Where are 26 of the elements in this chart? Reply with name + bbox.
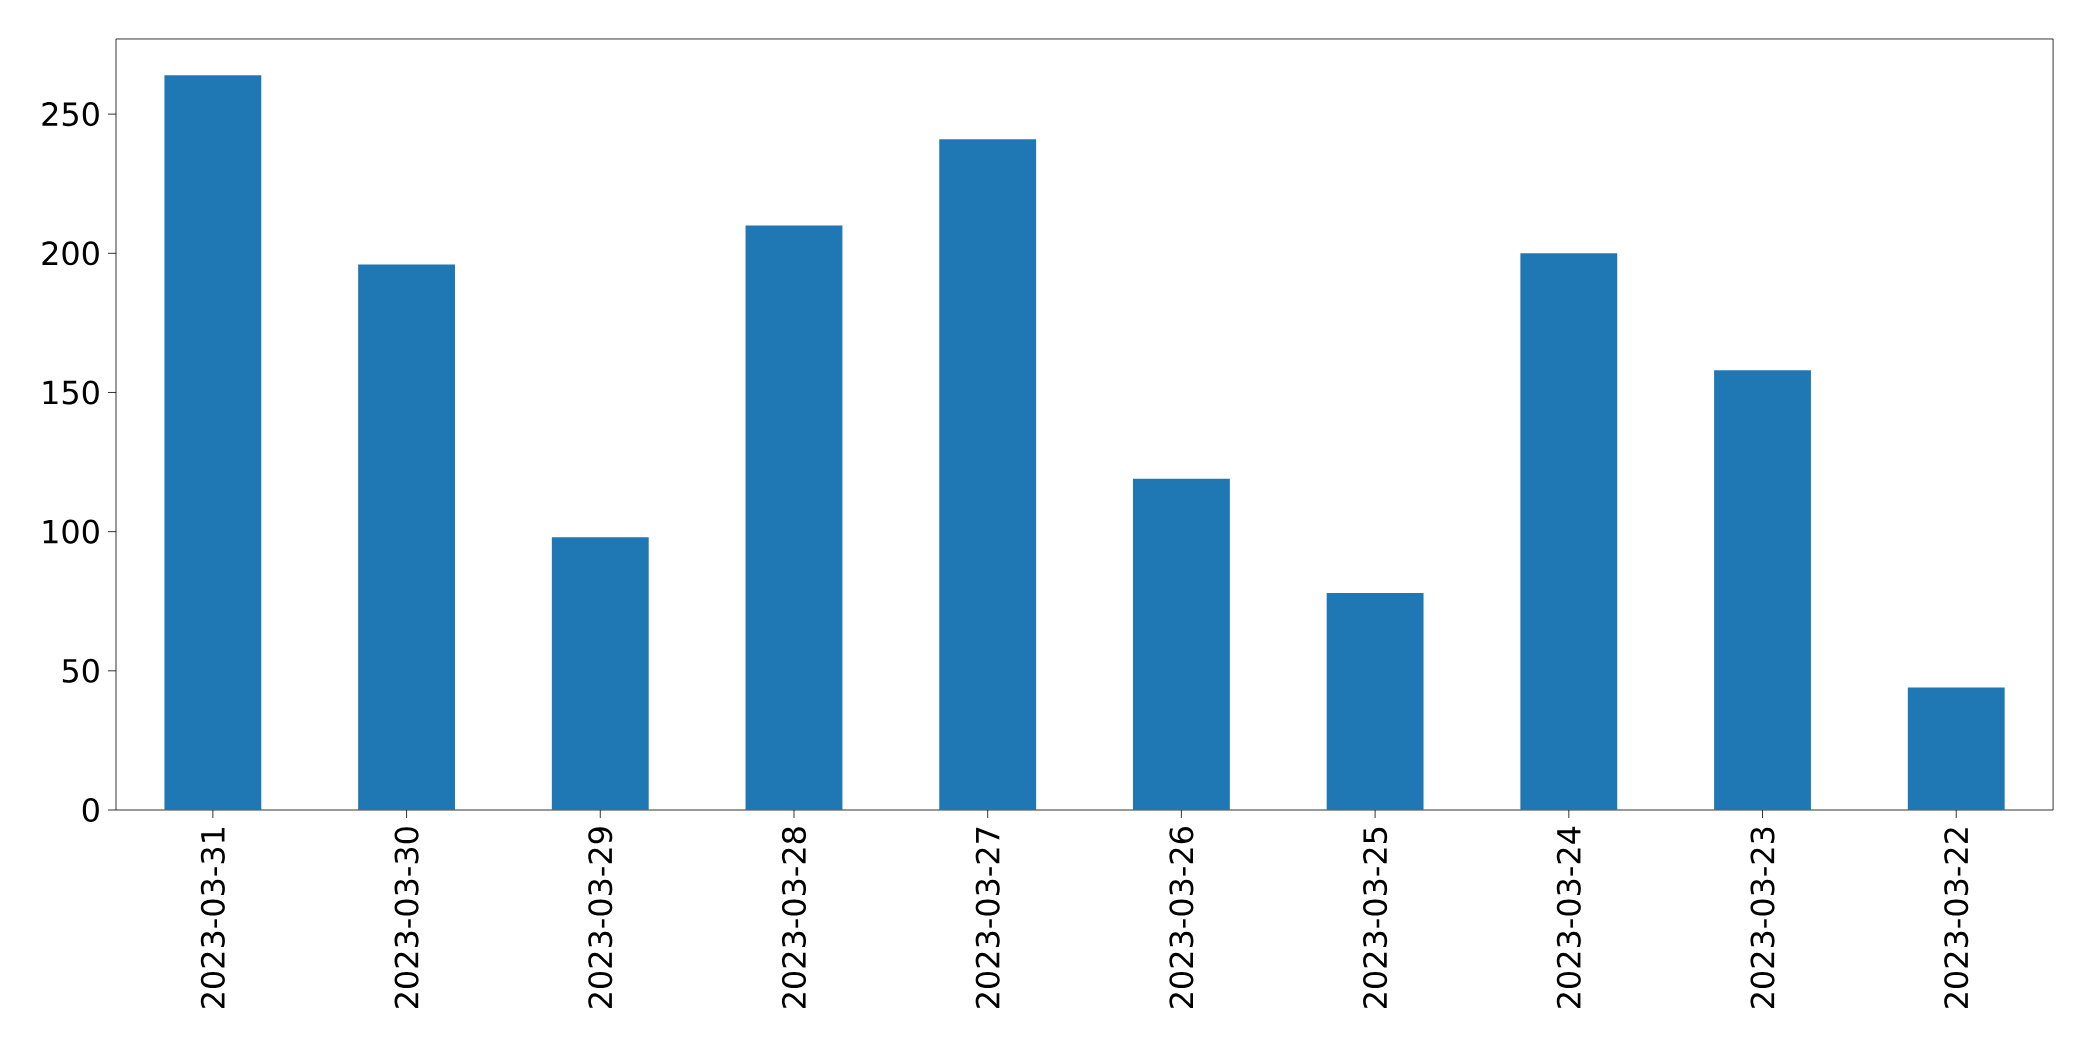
bar xyxy=(1907,687,2005,810)
x-tick-label: 2023-03-31 xyxy=(200,828,225,1008)
x-tick-label: 2023-03-25 xyxy=(1363,827,1388,1008)
bar xyxy=(164,75,262,810)
x-tick-label: 2023-03-26 xyxy=(1169,827,1194,1008)
x-tick-label: 2023-03-23 xyxy=(1750,827,1775,1008)
x-tick-label: 2023-03-27 xyxy=(975,827,1000,1008)
x-tick-label: 2023-03-28 xyxy=(781,827,807,1008)
y-tick-label: 0 xyxy=(82,797,99,823)
bar xyxy=(1520,253,1618,810)
x-tick-label: 2023-03-29 xyxy=(588,827,613,1008)
bar xyxy=(1714,370,1811,810)
y-tick-label: 200 xyxy=(42,241,99,266)
bar xyxy=(1132,478,1230,810)
x-tick-label: 2023-03-24 xyxy=(1556,826,1581,1008)
x-tick-label: 2023-03-30 xyxy=(394,827,419,1008)
x-tick-label: 2023-03-22 xyxy=(1944,828,1969,1008)
bar xyxy=(1326,592,1424,810)
y-tick-label: 100 xyxy=(43,519,99,544)
y-tick-label: 150 xyxy=(43,380,99,405)
y-tick-label: 250 xyxy=(42,102,99,127)
bar xyxy=(939,139,1037,810)
bar xyxy=(551,537,649,810)
bar xyxy=(358,264,455,810)
y-tick-label: 50 xyxy=(62,658,99,683)
bar xyxy=(745,225,843,810)
